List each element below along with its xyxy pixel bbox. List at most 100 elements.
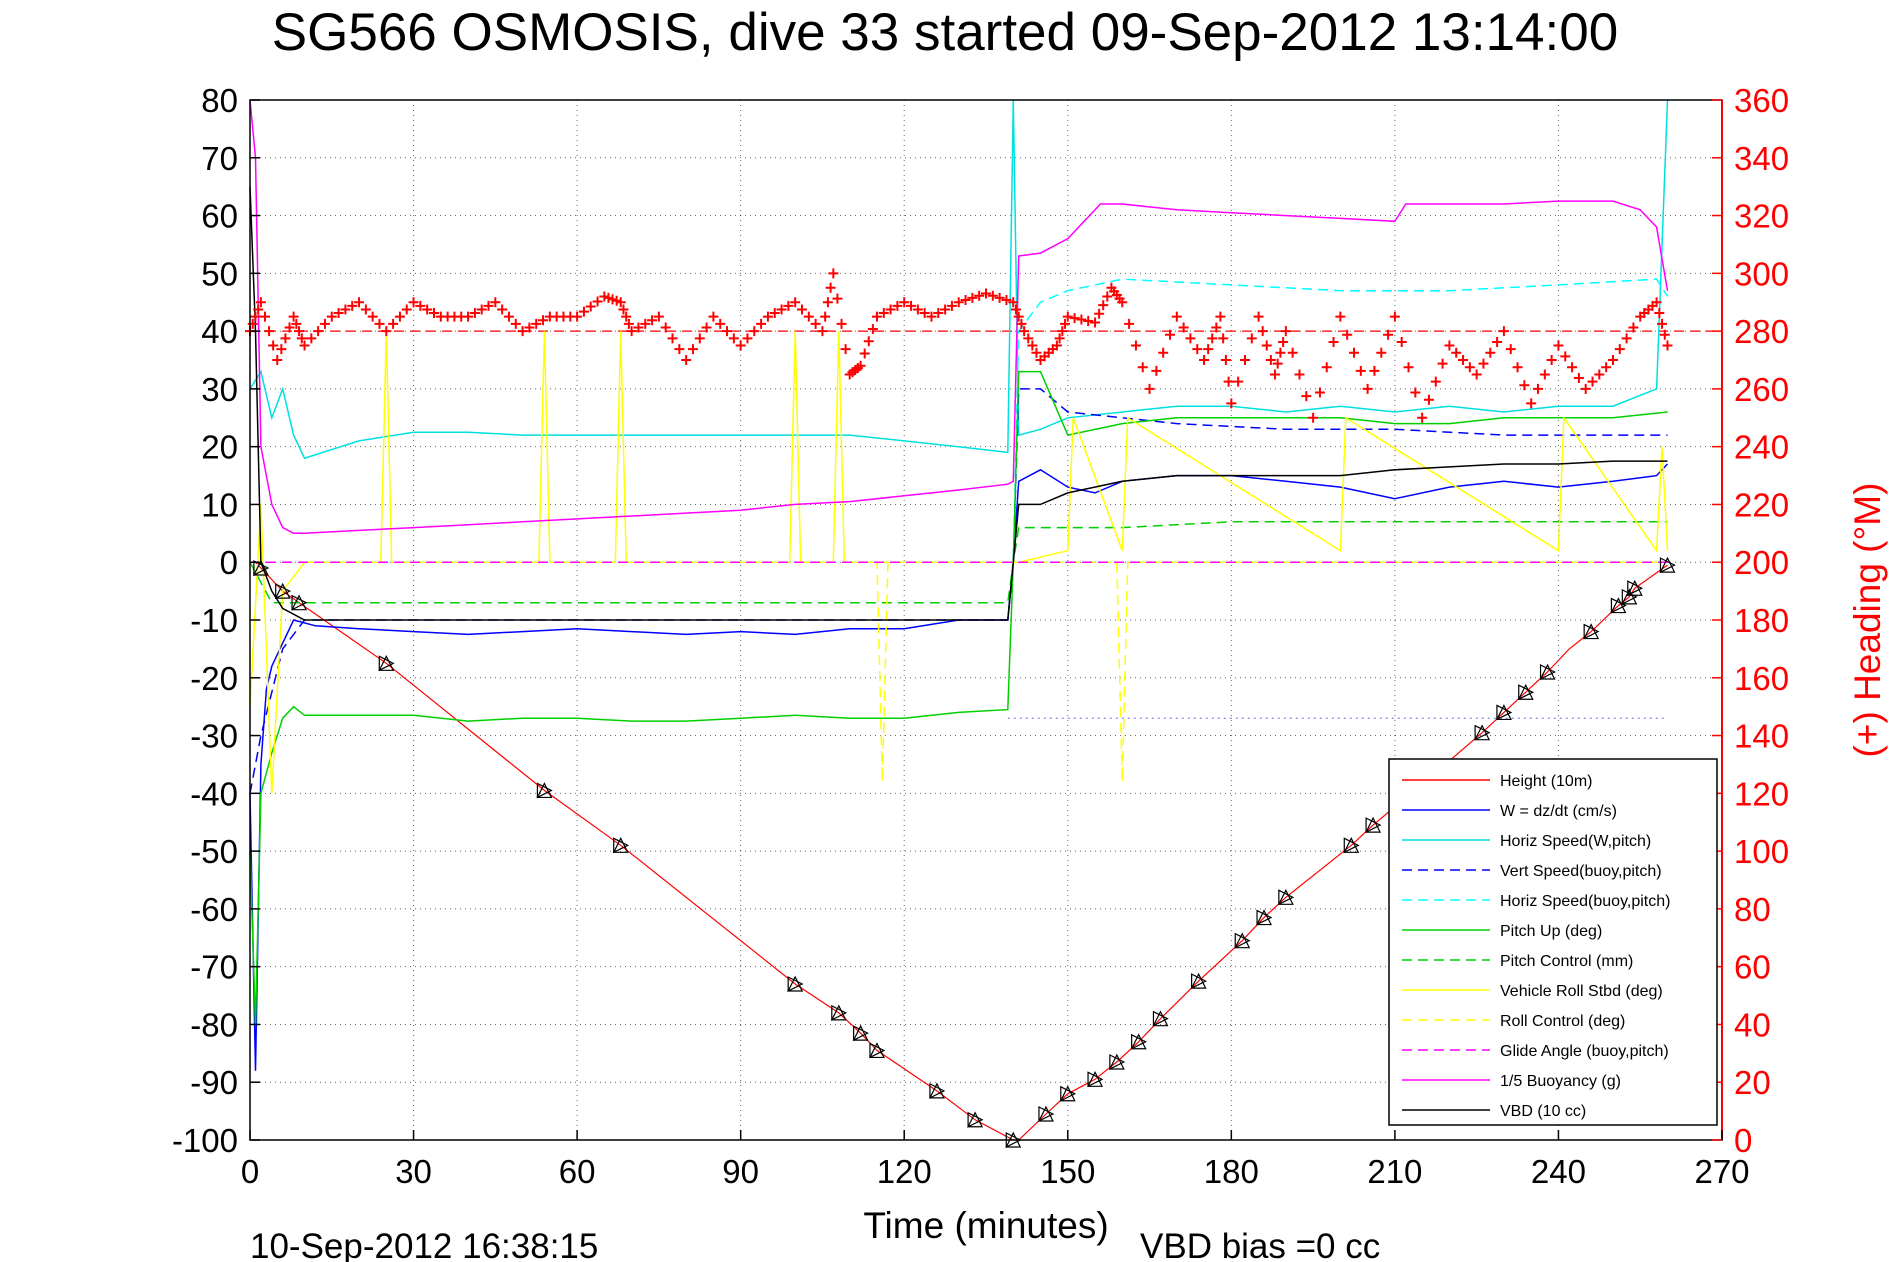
right-tick-label: 140: [1734, 718, 1789, 755]
heading-point: [647, 315, 658, 326]
heading-point: [1383, 329, 1394, 340]
heading-point: [1027, 340, 1038, 351]
heading-point: [1505, 344, 1516, 355]
heading-point: [490, 297, 501, 308]
heading-point: [1651, 297, 1662, 308]
marker-triangle: [1539, 663, 1556, 680]
heading-point: [388, 318, 399, 329]
marker-triangle: [1109, 1054, 1126, 1070]
marker-triangle: [1474, 724, 1491, 741]
marker-triangle: [1037, 1105, 1054, 1122]
series-vbd-10-cc: [249, 186, 1668, 621]
marker-triangle: [291, 594, 308, 611]
heading-point: [1335, 311, 1346, 322]
heading-point: [790, 297, 801, 308]
heading-point: [1094, 308, 1105, 319]
marker-triangle: [612, 836, 629, 853]
marker-triangle: [868, 1042, 885, 1059]
heading-point: [1008, 297, 1019, 308]
heading-point: [1226, 398, 1237, 409]
heading-point: [742, 333, 753, 344]
marker-triangle: [1583, 623, 1600, 640]
marker-triangle: [967, 1111, 984, 1128]
heading-point: [1553, 340, 1564, 351]
heading-point: [1203, 344, 1214, 355]
heading-point: [1069, 313, 1080, 324]
heading-point: [469, 308, 480, 319]
heading-point: [735, 340, 746, 351]
heading-point: [585, 301, 596, 312]
marker-triangle: [1659, 557, 1676, 574]
x-tick-label: 30: [395, 1153, 432, 1190]
series-vert-speed-buoy-pitch: [249, 388, 1668, 794]
heading-point: [653, 311, 664, 322]
marker-triangle: [1277, 888, 1294, 905]
heading-point: [769, 308, 780, 319]
right-tick-label: 220: [1734, 486, 1789, 523]
y-tick-label: -40: [190, 775, 238, 812]
heading-point: [374, 318, 385, 329]
y-tick-label: 10: [201, 486, 238, 523]
marker-triangle: [787, 976, 804, 992]
heading-point: [1257, 326, 1268, 337]
marker-triangle: [1583, 623, 1600, 640]
marker-triangle: [831, 1004, 848, 1021]
marker-triangle: [1087, 1070, 1104, 1087]
heading-point: [926, 311, 937, 322]
right-tick-label: 40: [1734, 1006, 1771, 1043]
right-tick-label: 120: [1734, 775, 1789, 812]
heading-point: [294, 326, 305, 337]
marker-triangle: [787, 975, 804, 992]
heading-point: [994, 292, 1005, 303]
heading-point: [250, 311, 261, 322]
marker-triangle: [1108, 1053, 1125, 1070]
marker-triangle: [1621, 588, 1638, 605]
heading-point: [960, 295, 971, 306]
marker-triangle: [536, 782, 553, 799]
heading-point: [820, 311, 831, 322]
heading-point: [1355, 365, 1366, 376]
marker-triangle: [1496, 704, 1513, 721]
y-tick-label: 0: [220, 544, 238, 581]
series-1-5-buoyancy-g: [249, 99, 1669, 535]
heading-point: [1389, 311, 1400, 322]
heading-point: [1272, 358, 1283, 369]
legend-label: Pitch Up (deg): [1500, 923, 1602, 940]
heading-point: [832, 293, 843, 304]
heading-point: [1533, 383, 1543, 394]
heading-point: [276, 344, 287, 355]
y-tick-label: -30: [190, 718, 238, 755]
heading-point: [1573, 373, 1584, 384]
marker-triangle: [929, 1082, 946, 1099]
heading-point: [749, 326, 760, 337]
heading-point: [953, 297, 964, 308]
reference-lines: [250, 330, 1722, 719]
x-tick-label: 180: [1204, 1153, 1259, 1190]
heading-point: [728, 333, 739, 344]
legend-label: Vert Speed(buoy,pitch): [1500, 863, 1662, 880]
legend-label: W = dz/dt (cm/s): [1500, 803, 1617, 820]
marker-triangle: [1234, 932, 1251, 949]
heading-point: [1294, 369, 1305, 380]
heading-point: [825, 282, 836, 293]
heading-point: [1607, 355, 1618, 365]
heading-point: [1207, 333, 1218, 344]
heading-point: [618, 304, 629, 315]
right-tick-label: 0: [1734, 1122, 1752, 1159]
heading-point: [1567, 362, 1578, 373]
heading-point: [899, 297, 910, 308]
heading-point: [299, 340, 310, 351]
heading-point: [715, 318, 726, 329]
heading-point: [319, 318, 330, 329]
marker-triangle: [1234, 932, 1251, 949]
marker-triangle: [1278, 889, 1295, 906]
heading-point: [1124, 318, 1135, 329]
marker-triangle: [378, 655, 395, 672]
marker-triangle: [1626, 579, 1643, 596]
x-tick-label: 210: [1367, 1153, 1422, 1190]
series-pitch-up-deg: [249, 370, 1668, 1025]
heading-point: [1054, 333, 1065, 344]
heading-point: [1546, 355, 1557, 365]
marker-triangle: [853, 1025, 869, 1042]
y-tick-label: 40: [201, 313, 238, 350]
